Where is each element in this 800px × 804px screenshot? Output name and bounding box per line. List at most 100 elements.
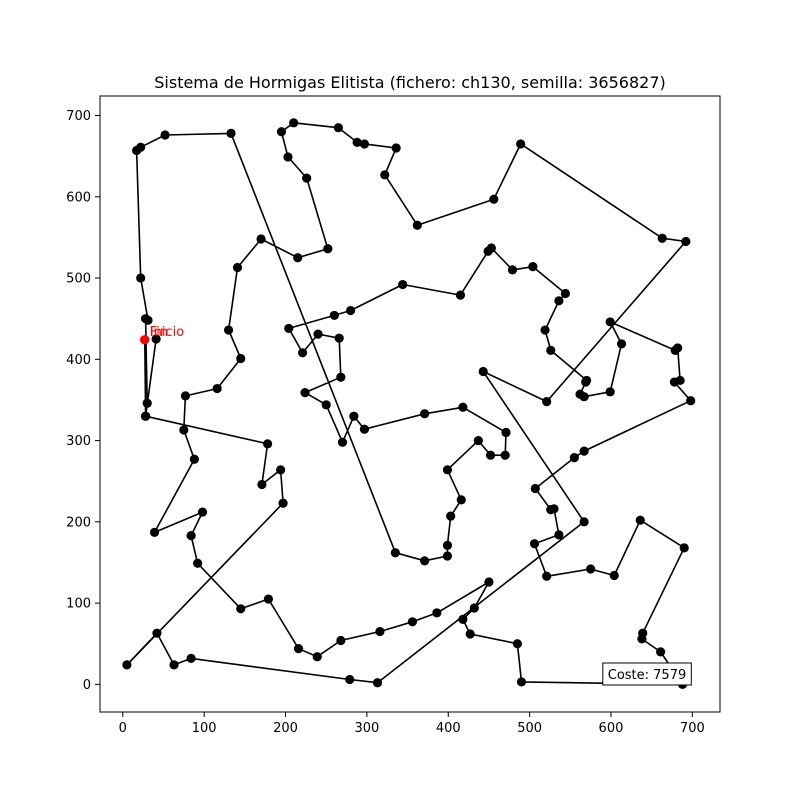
city-point	[656, 647, 666, 657]
city-point	[284, 323, 294, 334]
city-point	[289, 118, 299, 128]
city-point	[500, 450, 510, 460]
city-point	[136, 142, 146, 152]
y-tick-label: 0	[83, 678, 91, 693]
y-tick-label: 200	[66, 515, 91, 530]
city-point	[323, 244, 333, 254]
y-tick-label: 400	[66, 353, 91, 368]
city-point	[609, 570, 619, 581]
city-point	[293, 644, 304, 654]
city-point	[180, 391, 191, 401]
city-point	[569, 453, 579, 463]
city-point	[581, 377, 591, 387]
city-point	[657, 233, 667, 243]
city-point	[516, 677, 527, 687]
city-point	[278, 498, 288, 508]
city-point	[442, 465, 453, 475]
city-point	[442, 551, 453, 561]
city-point	[186, 653, 196, 663]
city-point	[673, 343, 683, 353]
city-point	[226, 128, 236, 138]
y-tick-label: 500	[66, 272, 91, 287]
city-point	[390, 548, 400, 558]
city-point	[236, 604, 246, 614]
city-point	[334, 333, 344, 343]
city-point	[530, 483, 540, 494]
city-point	[359, 424, 370, 434]
city-point	[516, 139, 526, 149]
city-point	[152, 628, 162, 638]
city-point	[635, 515, 645, 525]
city-point	[380, 170, 390, 180]
city-point	[542, 571, 552, 581]
city-point	[446, 511, 456, 521]
city-point	[489, 194, 499, 204]
city-point	[312, 652, 322, 662]
city-point	[283, 152, 293, 162]
plot-frame	[99, 95, 721, 713]
city-point	[579, 517, 589, 527]
x-tick-label: 200	[273, 721, 298, 736]
city-point	[637, 634, 647, 644]
city-point	[193, 558, 203, 568]
x-tick-label: 400	[436, 721, 461, 736]
y-axis: 0 100 200 300 400 500 600 700	[66, 109, 100, 693]
city-point	[263, 439, 273, 449]
city-point	[579, 446, 589, 456]
city-point	[160, 130, 170, 140]
city-point	[375, 626, 385, 637]
cost-box-frame	[602, 662, 692, 686]
route-line	[126, 122, 692, 686]
city-point	[329, 310, 339, 321]
city-point	[442, 540, 453, 551]
city-point	[560, 288, 571, 299]
city-point	[142, 398, 152, 408]
city-point	[256, 234, 266, 244]
city-point	[478, 366, 488, 377]
city-point	[469, 603, 479, 613]
city-point	[122, 660, 132, 670]
city-point	[349, 411, 359, 421]
city-point	[297, 348, 308, 358]
x-tick-label: 100	[192, 721, 217, 736]
city-point	[542, 396, 552, 407]
city-point	[455, 290, 466, 300]
city-point	[554, 530, 564, 540]
city-point	[151, 334, 161, 344]
city-point	[432, 608, 442, 618]
x-tick-label: 700	[680, 721, 705, 736]
start-label: Inicio	[150, 325, 184, 340]
city-point	[486, 243, 496, 253]
city-point	[313, 329, 323, 339]
city-point	[391, 143, 401, 153]
x-axis: 0 100 200 300 400 500 600 700	[119, 712, 705, 736]
city-point	[407, 617, 418, 627]
city-point	[263, 594, 274, 604]
y-tick-label: 600	[66, 190, 91, 205]
x-tick-label: 600	[599, 721, 624, 736]
y-tick-label: 300	[66, 434, 91, 449]
end-label: Fin	[150, 325, 168, 340]
city-point	[186, 531, 196, 541]
city-point	[189, 454, 199, 464]
city-point	[302, 173, 312, 183]
city-point	[236, 353, 246, 364]
city-point	[197, 507, 208, 517]
city-point	[512, 639, 523, 649]
plot-area	[100, 96, 720, 712]
city-point	[136, 273, 146, 283]
city-point	[686, 396, 696, 406]
city-point	[346, 305, 356, 316]
y-tick-label: 700	[66, 109, 91, 124]
city-point	[616, 339, 627, 349]
city-point	[458, 614, 468, 624]
city-point	[140, 411, 151, 421]
city-point	[276, 127, 287, 137]
city-point	[485, 450, 496, 460]
city-point	[549, 504, 559, 514]
city-point	[554, 296, 564, 306]
city-point	[681, 236, 691, 247]
city-point	[420, 409, 430, 419]
city-point	[528, 262, 538, 272]
